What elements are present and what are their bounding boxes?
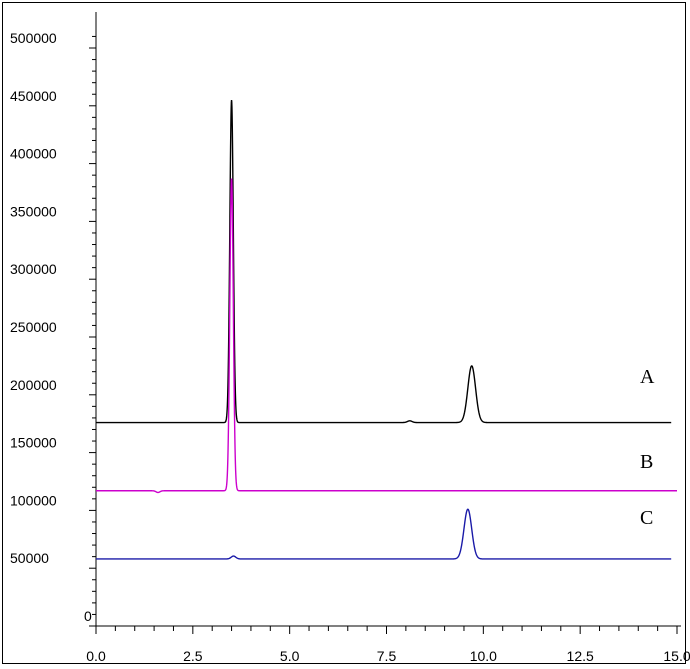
x-tick-label: 2.5 (183, 648, 203, 664)
trace-c-label: C (640, 507, 653, 529)
y-tick-label: 300000 (10, 261, 57, 277)
x-tick-label: 10.0 (470, 648, 497, 664)
y-tick-label: 200000 (10, 377, 57, 393)
x-tick-label: 0.0 (86, 648, 106, 664)
trace-b-label: B (640, 451, 653, 473)
trace-a-label: A (640, 366, 655, 388)
x-tick-label: 15.0 (663, 648, 690, 664)
y-tick-label: 150000 (10, 435, 57, 451)
y-tick-label: 500000 (10, 30, 57, 46)
trace-a-line (96, 99, 672, 424)
y-tick-label: 50000 (10, 550, 49, 566)
y-tick-label: 100000 (10, 492, 57, 508)
x-tick-label: 7.5 (377, 648, 397, 664)
trace-c-line (96, 508, 672, 560)
x-tick-label: 12.5 (567, 648, 594, 664)
y-tick-label: 250000 (10, 319, 57, 335)
trace-b-line (96, 178, 677, 494)
y-tick-label: 350000 (10, 203, 57, 219)
x-tick-label: 5.0 (280, 648, 300, 664)
y-tick-label: 0 (84, 608, 92, 624)
y-tick-label: 400000 (10, 146, 57, 162)
y-tick-label: 450000 (10, 88, 57, 104)
